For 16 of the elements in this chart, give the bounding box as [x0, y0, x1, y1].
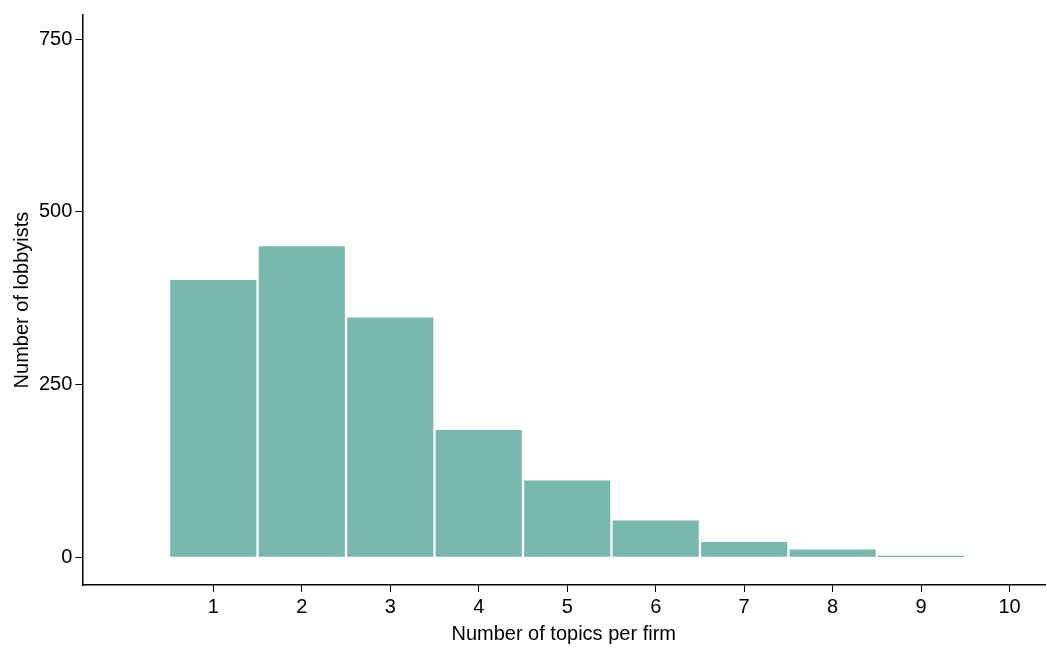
y-tick-label: 250 — [38, 372, 73, 395]
y-tick-label: 500 — [38, 199, 73, 222]
x-tick-label: 3 — [384, 594, 396, 617]
x-tick-label: 8 — [827, 594, 839, 617]
x-tick-label: 2 — [296, 594, 308, 617]
x-tick-label: 6 — [650, 594, 662, 617]
y-tick-label: 750 — [38, 26, 73, 49]
x-axis-title: Number of topics per firm — [451, 621, 676, 644]
x-tick-label: 9 — [915, 594, 927, 617]
x-tick-label: 7 — [738, 594, 750, 617]
y-tick-label: 0 — [61, 544, 73, 567]
x-tick-label: 10 — [998, 594, 1021, 617]
x-tick-label: 5 — [561, 594, 573, 617]
x-tick-label: 1 — [207, 594, 219, 617]
x-tick-label: 4 — [473, 594, 485, 617]
y-axis-title: Number of lobbyists — [9, 211, 32, 389]
